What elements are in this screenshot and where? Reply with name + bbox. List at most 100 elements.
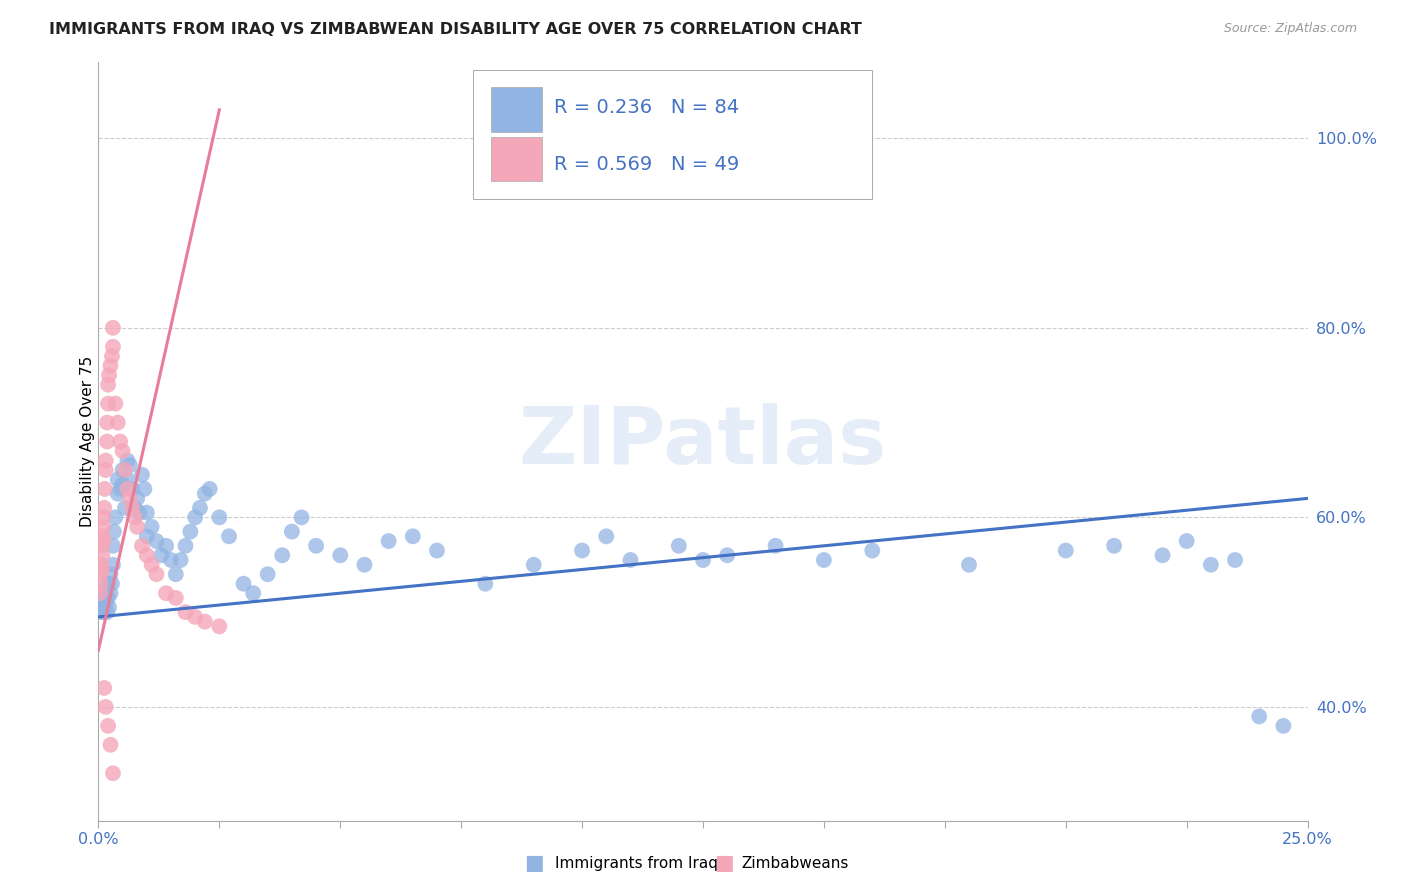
FancyBboxPatch shape (474, 70, 872, 199)
Text: R = 0.569   N = 49: R = 0.569 N = 49 (554, 155, 740, 174)
Point (101, 349, 124, 363)
Point (179, 524, 201, 539)
Point (124, 500, 146, 515)
Point (90, 558, 112, 572)
Point (353, 558, 375, 572)
Point (97, 591, 120, 605)
Point (101, 539, 124, 553)
Point (91, 534, 114, 549)
Point (571, 543, 593, 558)
Point (134, 482, 156, 496)
Point (96, 434, 118, 449)
Point (96, 605, 118, 619)
Point (101, 558, 124, 572)
Point (90, 600, 112, 615)
Point (100, 567, 122, 582)
FancyBboxPatch shape (492, 136, 543, 181)
Point (118, 458, 141, 473)
Point (232, 576, 254, 591)
Point (281, 524, 304, 539)
Point (765, 539, 787, 553)
Point (256, 567, 278, 582)
Point (174, 539, 197, 553)
Point (94, 463, 117, 477)
Point (90, 576, 112, 591)
Text: ZIPatlas: ZIPatlas (519, 402, 887, 481)
Point (89, 586, 111, 600)
Point (135, 529, 157, 543)
Point (127, 520, 149, 534)
Point (426, 543, 449, 558)
Point (668, 539, 690, 553)
Text: Zimbabweans: Zimbabweans (741, 856, 848, 871)
Point (184, 510, 207, 524)
Point (329, 548, 352, 563)
Point (94, 700, 117, 714)
Point (91, 520, 114, 534)
Point (188, 500, 211, 515)
Point (107, 416, 129, 430)
Point (103, 524, 125, 539)
Point (141, 520, 163, 534)
Point (114, 463, 136, 477)
Point (91, 591, 114, 605)
Point (91, 605, 114, 619)
Point (117, 473, 139, 487)
Point (100, 738, 122, 752)
Point (619, 553, 641, 567)
Point (91, 539, 114, 553)
Point (131, 467, 153, 482)
Point (174, 605, 197, 619)
Text: IMMIGRANTS FROM IRAQ VS ZIMBABWEAN DISABILITY AGE OVER 75 CORRELATION CHART: IMMIGRANTS FROM IRAQ VS ZIMBABWEAN DISAB… (49, 22, 862, 37)
Point (93, 681, 115, 695)
Point (93, 586, 115, 600)
Point (90, 596, 112, 610)
Point (111, 463, 134, 477)
Point (97, 396, 120, 410)
Point (131, 539, 153, 553)
Point (114, 500, 136, 515)
Point (101, 766, 124, 780)
Point (208, 510, 231, 524)
Point (1223, 553, 1246, 567)
Point (165, 567, 187, 582)
Text: ■: ■ (524, 854, 544, 873)
Point (135, 548, 157, 563)
Point (155, 586, 177, 600)
Point (198, 482, 221, 496)
Point (117, 453, 139, 467)
Point (117, 482, 139, 496)
Point (101, 340, 124, 354)
Point (96, 416, 118, 430)
FancyBboxPatch shape (492, 87, 543, 132)
Point (1272, 719, 1295, 733)
Point (98, 368, 121, 383)
Point (89, 567, 111, 582)
Point (111, 477, 134, 491)
Point (813, 553, 835, 567)
Point (716, 548, 738, 563)
Point (91, 548, 114, 563)
Point (194, 615, 217, 629)
Point (100, 586, 122, 600)
Point (97, 719, 120, 733)
Point (155, 539, 177, 553)
Point (1199, 558, 1222, 572)
Point (124, 510, 146, 524)
Point (97, 377, 120, 392)
Point (94, 596, 117, 610)
Point (242, 586, 264, 600)
Point (91, 605, 114, 619)
Point (145, 567, 167, 582)
Point (107, 486, 129, 500)
Point (93, 500, 115, 515)
Point (169, 553, 191, 567)
Point (523, 558, 546, 572)
Point (165, 591, 187, 605)
Point (121, 500, 143, 515)
Point (108, 482, 131, 496)
Point (91, 529, 114, 543)
Text: Immigrants from Iraq: Immigrants from Iraq (555, 856, 718, 871)
Point (118, 491, 141, 506)
Point (100, 359, 122, 373)
